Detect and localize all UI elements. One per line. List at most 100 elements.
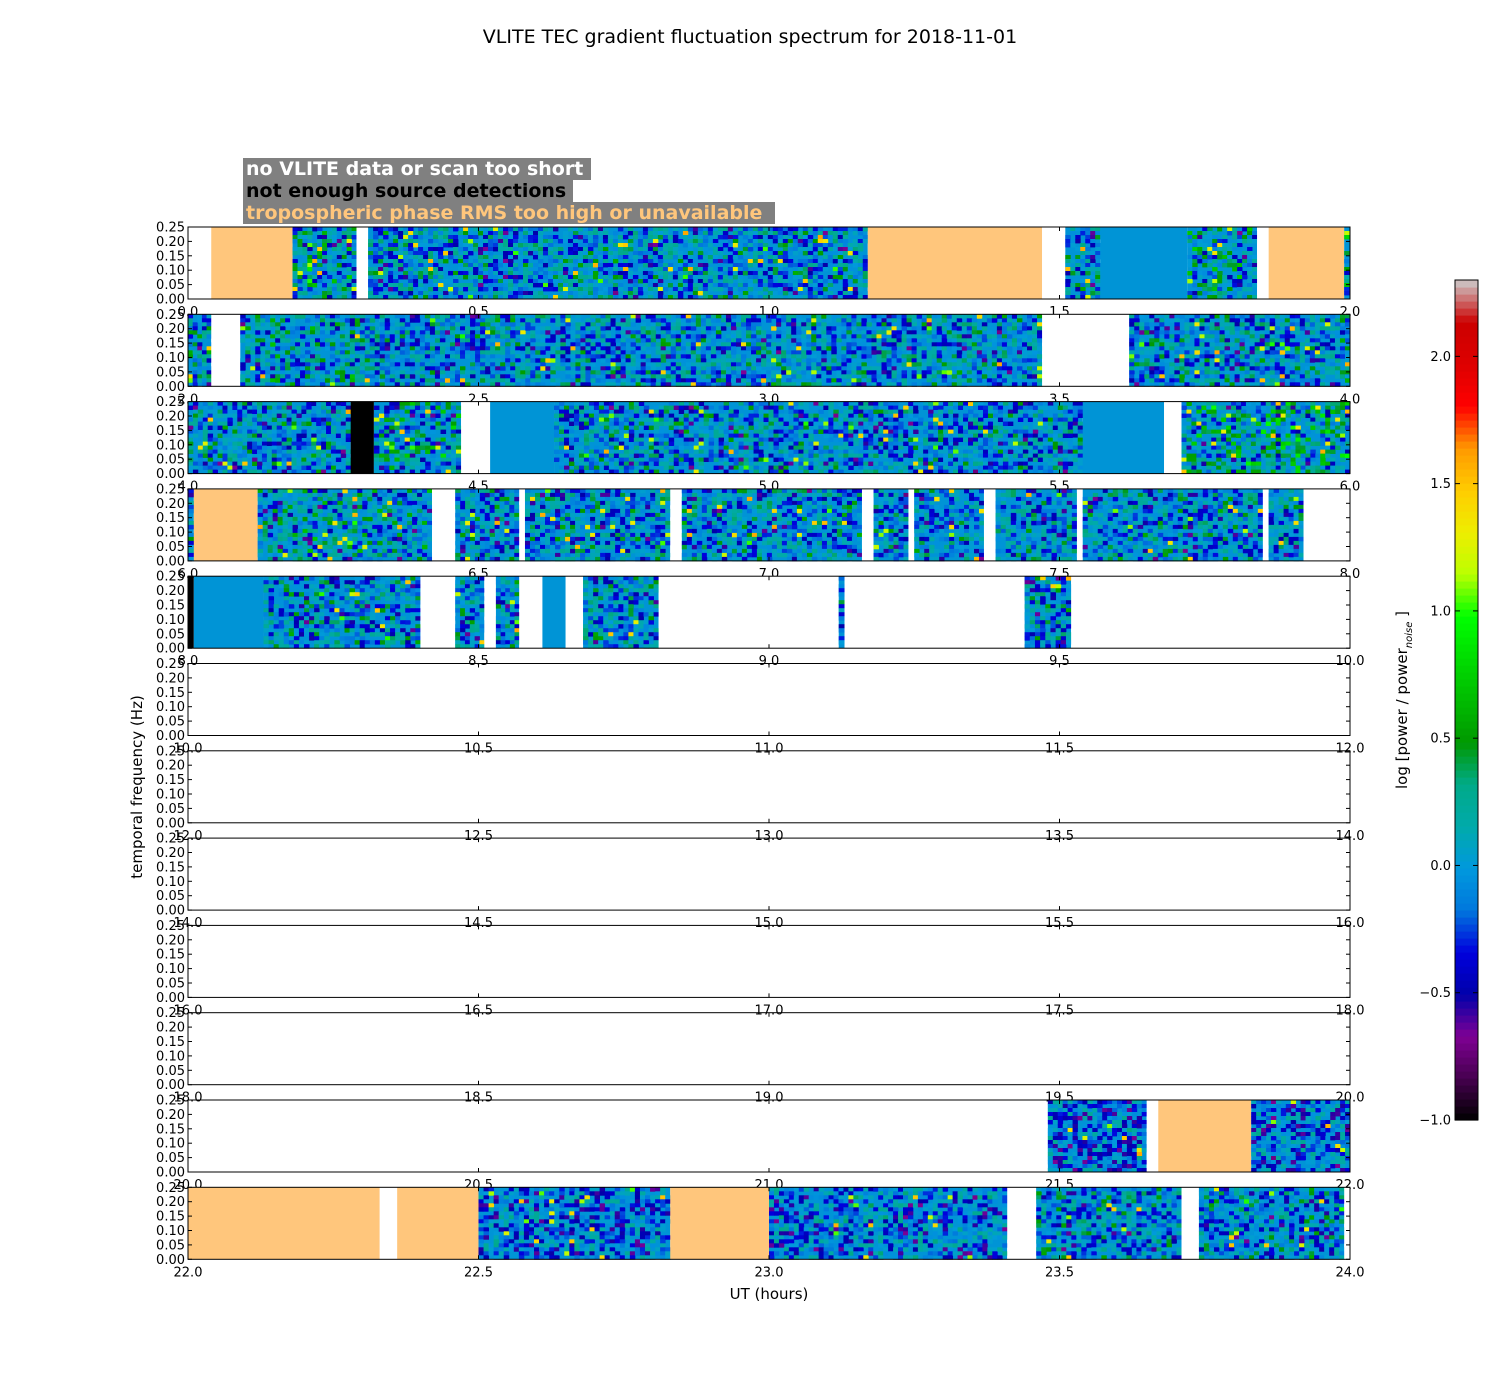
spectrum-cell	[1017, 350, 1022, 354]
spectrum-cell	[902, 358, 907, 362]
spectrum-cell	[1139, 326, 1144, 330]
spectrum-cell	[1225, 322, 1230, 326]
spectrum-cell	[425, 370, 430, 374]
spectrum-cell	[623, 275, 628, 279]
spectrum-cell	[738, 283, 743, 287]
spectrum-cell	[202, 346, 207, 350]
spectrum-cell	[1305, 350, 1310, 354]
spectrum-cell	[673, 267, 678, 271]
spectrum-cell	[203, 430, 208, 434]
spectrum-cell	[658, 287, 663, 291]
spectrum-cell	[553, 271, 558, 275]
spectrum-cell	[478, 259, 483, 263]
spectrum-cell	[851, 322, 856, 326]
spectrum-cell	[307, 227, 312, 231]
spectrum-cell	[347, 239, 352, 243]
spectrum-cell	[1275, 350, 1280, 354]
spectrum-cell	[718, 247, 723, 251]
spectrum-cell	[415, 358, 420, 362]
spectrum-cell	[831, 342, 836, 346]
spectrum-cell	[711, 358, 716, 362]
spectrum-cell	[418, 255, 423, 259]
spectrum-cell	[310, 358, 315, 362]
spectrum-cell	[468, 283, 473, 287]
spectrum-cell	[198, 446, 203, 450]
spectrum-cell	[1192, 255, 1197, 259]
spectrum-cell	[902, 338, 907, 342]
spectrum-cell	[398, 287, 403, 291]
spectrum-cell	[1212, 239, 1217, 243]
spectrum-cell	[533, 243, 538, 247]
spectrum-cell	[528, 227, 533, 231]
spectrum-cell	[658, 263, 663, 267]
spectrum-cell	[681, 342, 686, 346]
spectrum-cell	[1335, 338, 1340, 342]
spectrum-cell	[1204, 326, 1209, 330]
spectrum-cell	[738, 267, 743, 271]
spectrum-cell	[1002, 358, 1007, 362]
spectrum-cell	[1290, 342, 1295, 346]
spectrum-cell	[887, 350, 892, 354]
spectrum-cell	[1255, 318, 1260, 322]
spectrum-cell	[337, 255, 342, 259]
spectrum-cell	[811, 314, 816, 318]
spectrum-cell	[653, 283, 658, 287]
spectrum-cell	[583, 255, 588, 259]
spectrum-cell	[691, 318, 696, 322]
spectrum-cell	[490, 350, 495, 354]
spectrum-cell	[443, 279, 448, 283]
spectrum-cell	[420, 326, 425, 330]
spectrum-cell	[1065, 255, 1070, 259]
spectrum-cell	[1065, 235, 1070, 239]
spectrum-cell	[488, 283, 493, 287]
spectrum-cell	[393, 227, 398, 231]
spectrum-cell	[598, 251, 603, 255]
spectrum-cell	[1199, 342, 1204, 346]
spectrum-cell	[676, 354, 681, 358]
spectrum-cell	[967, 358, 972, 362]
spectrum-cell	[696, 346, 701, 350]
spectrum-cell	[638, 239, 643, 243]
spectrum-cell	[350, 354, 355, 358]
spectrum-cell	[508, 267, 513, 271]
spectrum-cell	[515, 366, 520, 370]
spectrum-cell	[957, 350, 962, 354]
spectrum-cell	[530, 358, 535, 362]
spectrum-cell	[1250, 366, 1255, 370]
spectrum-cell	[1134, 362, 1139, 366]
spectrum-cell	[783, 227, 788, 231]
spectrum-cell	[937, 322, 942, 326]
spectrum-cell	[598, 263, 603, 267]
spectrum-cell	[751, 326, 756, 330]
spectrum-cell	[408, 251, 413, 255]
spectrum-cell	[535, 366, 540, 370]
spectrum-cell	[863, 235, 868, 239]
spectrum-cell	[535, 318, 540, 322]
spectrum-cell	[833, 247, 838, 251]
spectrum-cell	[207, 374, 212, 378]
spectrum-cell	[1065, 271, 1070, 275]
spectrum-cell	[726, 338, 731, 342]
spectrum-cell	[703, 271, 708, 275]
spectrum-cell	[783, 291, 788, 295]
spectrum-cell	[340, 322, 345, 326]
spectrum-cell	[1212, 231, 1217, 235]
spectrum-cell	[255, 346, 260, 350]
spectrum-cell	[828, 263, 833, 267]
spectrum-cell	[798, 283, 803, 287]
spectrum-cell	[342, 283, 347, 287]
spectrum-cell	[450, 378, 455, 382]
spectrum-cell	[1335, 322, 1340, 326]
spectrum-cell	[197, 314, 202, 318]
spectrum-cell	[578, 283, 583, 287]
spectrum-cell	[683, 231, 688, 235]
spectrum-cell	[613, 247, 618, 251]
spectrum-cell	[428, 247, 433, 251]
spectrum-cell	[892, 358, 897, 362]
spectrum-cell	[1315, 370, 1320, 374]
spectrum-cell	[952, 322, 957, 326]
spectrum-cell	[330, 346, 335, 350]
spectrum-cell	[1080, 291, 1085, 295]
spectrum-cell	[853, 259, 858, 263]
spectrum-cell	[641, 354, 646, 358]
